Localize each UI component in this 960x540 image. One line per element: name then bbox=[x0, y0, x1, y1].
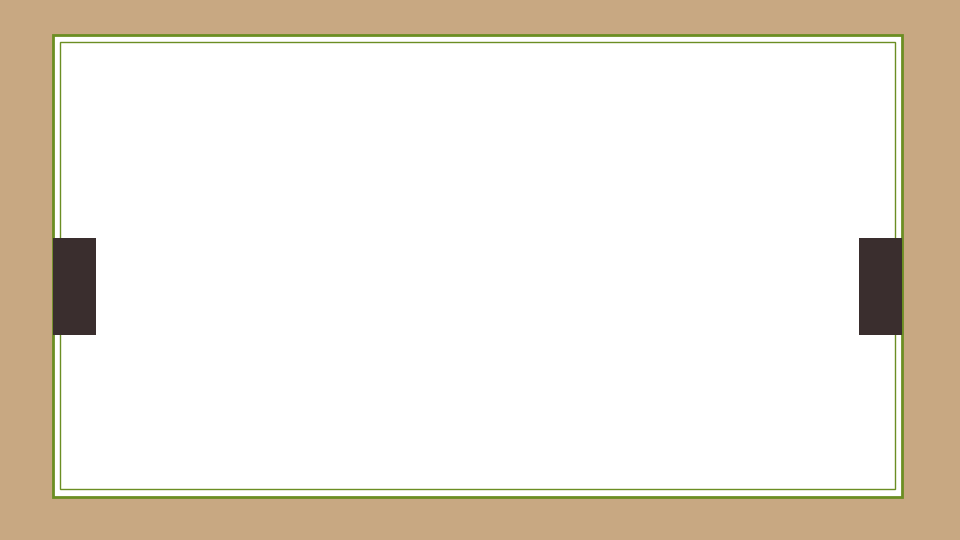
Text: •: • bbox=[78, 176, 91, 197]
Text: •: • bbox=[78, 208, 91, 229]
Text: conducted by (Kurniawati, Susanto, Munir,  2019) that students’: conducted by (Kurniawati, Susanto, Munir… bbox=[101, 268, 805, 290]
Text: The results of the present study are in line with the previous study: The results of the present study are in … bbox=[101, 240, 831, 262]
Text: The results indicated that students reach all the five indicators of: The results indicated that students reac… bbox=[101, 194, 819, 216]
Text: •: • bbox=[78, 252, 91, 272]
Text: Table 2.: Table 2. bbox=[101, 176, 196, 197]
Text: communication skills promotion can be reached through the: communication skills promotion can be re… bbox=[101, 296, 762, 318]
Text: Results: Results bbox=[387, 59, 573, 109]
Text: Result of Students Ability to Communicate Ideas: Result of Students Ability to Communicat… bbox=[180, 176, 717, 197]
Text: communication skills adapted from Greenstein (2012).: communication skills adapted from Greens… bbox=[101, 221, 698, 243]
Text: implementation of PBL.: implementation of PBL. bbox=[101, 325, 358, 346]
